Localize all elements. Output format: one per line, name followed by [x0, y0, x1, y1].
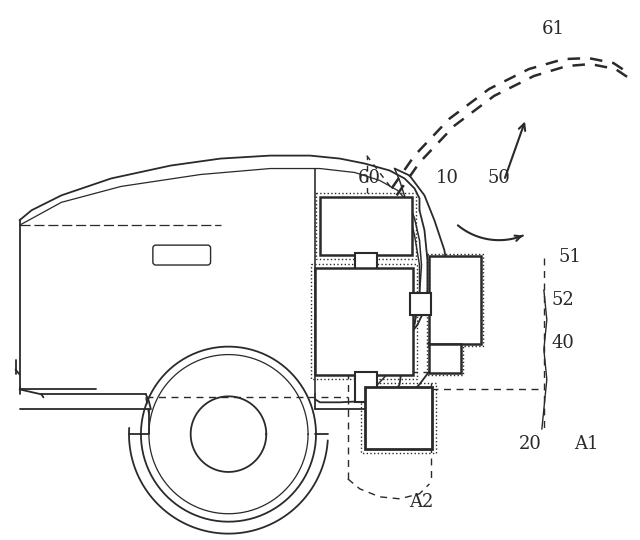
Bar — [410, 293, 431, 315]
Text: 20: 20 — [519, 435, 542, 453]
FancyBboxPatch shape — [153, 245, 211, 265]
Bar — [320, 198, 412, 255]
Text: 52: 52 — [552, 291, 575, 309]
Text: 50: 50 — [487, 170, 510, 187]
Bar — [365, 387, 433, 449]
Bar — [311, 264, 417, 380]
Bar — [429, 256, 481, 343]
Text: 40: 40 — [552, 334, 575, 352]
Text: 51: 51 — [559, 248, 582, 266]
Bar — [429, 343, 461, 374]
Bar — [428, 342, 463, 375]
Text: A1: A1 — [573, 435, 598, 453]
Bar — [316, 193, 415, 259]
Bar — [355, 253, 377, 271]
Text: 60: 60 — [358, 170, 381, 187]
Bar — [315, 268, 413, 375]
Text: A2: A2 — [410, 493, 434, 511]
Bar — [355, 373, 377, 402]
Bar — [428, 254, 483, 346]
Text: 61: 61 — [542, 20, 565, 38]
Bar — [361, 383, 436, 453]
Text: 10: 10 — [435, 170, 458, 187]
Bar — [410, 293, 431, 315]
